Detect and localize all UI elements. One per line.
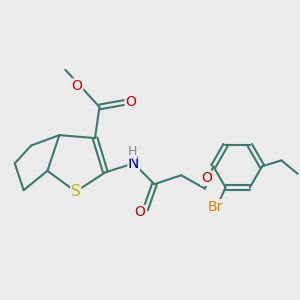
Text: O: O bbox=[201, 171, 212, 185]
Text: O: O bbox=[125, 95, 136, 110]
Text: Br: Br bbox=[207, 200, 223, 214]
Text: N: N bbox=[128, 156, 139, 171]
Text: H: H bbox=[128, 145, 137, 158]
Text: O: O bbox=[134, 206, 145, 219]
Text: S: S bbox=[71, 184, 81, 199]
Text: O: O bbox=[72, 79, 83, 93]
